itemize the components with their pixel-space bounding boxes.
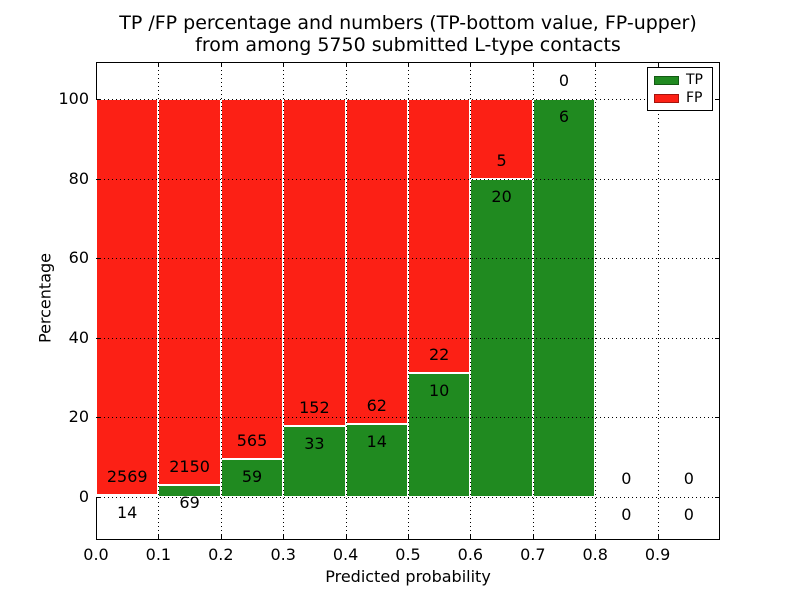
x-tick-label: 0.7 (520, 545, 546, 564)
legend-item-tp: TP (654, 72, 706, 88)
x-tick-bottom (470, 535, 472, 540)
x-axis-label: Predicted probability (325, 567, 491, 586)
x-tick-bottom (532, 535, 534, 540)
y-tick-left (96, 178, 101, 180)
x-tick-top (595, 62, 597, 67)
gridline-vertical (657, 62, 659, 540)
fp-count-label: 565 (236, 431, 268, 451)
x-tick-top (470, 62, 472, 67)
y-tick-label: 40 (68, 327, 89, 347)
x-tick-bottom (408, 535, 409, 540)
y-tick-left (96, 99, 101, 100)
bar-segment-fp (158, 99, 221, 485)
x-tick-label: 0.9 (644, 545, 671, 564)
y-tick-left (96, 337, 101, 339)
fp-count-label: 2569 (106, 466, 148, 486)
x-tick-bottom (96, 535, 97, 540)
y-tick-left (96, 497, 101, 498)
tp-count-label: 69 (179, 492, 200, 512)
y-tick-right (715, 497, 720, 498)
bar-segment-fp (283, 99, 346, 426)
y-tick-right (715, 417, 720, 419)
fp-count-label: 5 (496, 150, 507, 170)
bar-segment-tp (532, 99, 596, 497)
tp-count-label: 0 (621, 504, 632, 524)
tp-count-label: 20 (491, 186, 512, 206)
bar-segment-tp (96, 494, 159, 497)
chart-title-line1: TP /FP percentage and numbers (TP-bottom… (119, 12, 697, 34)
y-tick-label: 60 (68, 248, 89, 268)
gridline-vertical (220, 62, 222, 540)
y-tick-label: 20 (68, 407, 89, 427)
bar-segment-fp (96, 99, 159, 495)
y-tick-right (715, 178, 720, 180)
bar-segment-fp (220, 99, 284, 460)
gridline-vertical (532, 62, 534, 540)
y-tick-right (715, 258, 720, 260)
x-tick-top (96, 62, 97, 67)
gridline-vertical (158, 62, 160, 540)
fp-count-label: 152 (299, 398, 330, 418)
x-tick-bottom (595, 535, 597, 540)
x-tick-label: 0.0 (83, 545, 109, 564)
x-tick-top (158, 62, 160, 67)
x-tick-top (408, 62, 409, 67)
tp-count-label: 0 (683, 504, 694, 524)
x-tick-label: 0.5 (395, 545, 421, 564)
y-tick-label: 100 (58, 89, 89, 108)
bar-segment-fp (345, 99, 408, 424)
y-tick-right (715, 337, 720, 339)
legend-label-tp: TP (686, 72, 703, 88)
y-tick-left (96, 258, 101, 260)
x-tick-label: 0.4 (332, 545, 359, 564)
fp-count-label: 0 (621, 469, 632, 489)
legend-label-fp: FP (686, 90, 703, 106)
gridline-vertical (408, 62, 409, 540)
tp-count-label: 33 (304, 433, 325, 453)
fp-count-label: 22 (429, 344, 450, 364)
x-tick-top (283, 62, 285, 67)
y-tick-left (96, 417, 101, 419)
tp-color-swatch (654, 75, 679, 85)
x-tick-bottom (657, 535, 659, 540)
gridline-vertical (595, 62, 597, 540)
bar-segment-fp (408, 99, 471, 373)
tp-count-label: 14 (366, 431, 387, 451)
x-tick-top (532, 62, 534, 67)
gridline-vertical (283, 62, 285, 540)
x-tick-label: 0.3 (270, 545, 296, 564)
x-tick-bottom (345, 535, 347, 540)
chart-title-line2: from among 5750 submitted L-type contact… (195, 34, 621, 56)
x-tick-label: 0.6 (457, 545, 484, 564)
fp-count-label: 0 (683, 469, 694, 489)
fp-color-swatch (654, 93, 679, 103)
tp-count-label: 6 (558, 106, 570, 126)
gridline-vertical (345, 62, 347, 540)
x-tick-top (220, 62, 222, 67)
legend-item-fp: FP (654, 90, 706, 106)
y-tick-label: 80 (68, 168, 89, 188)
x-tick-top (345, 62, 347, 67)
tp-count-label: 59 (241, 467, 263, 487)
fp-count-label: 62 (366, 395, 387, 415)
x-tick-top (657, 62, 659, 67)
x-tick-bottom (158, 535, 160, 540)
y-tick-right (715, 99, 720, 100)
y-tick-label: 0 (78, 487, 89, 506)
gridline-vertical (470, 62, 472, 540)
bar-segment-tp (220, 459, 284, 497)
tp-count-label: 10 (429, 380, 450, 400)
x-tick-label: 0.2 (208, 545, 234, 564)
fp-count-label: 0 (558, 71, 570, 91)
x-tick-label: 0.8 (582, 545, 608, 564)
x-tick-bottom (283, 535, 285, 540)
x-tick-bottom (220, 535, 222, 540)
legend: TP FP (647, 67, 713, 111)
tp-count-label: 14 (117, 502, 138, 522)
fp-count-label: 2150 (169, 456, 210, 476)
x-tick-label: 0.1 (145, 545, 172, 564)
